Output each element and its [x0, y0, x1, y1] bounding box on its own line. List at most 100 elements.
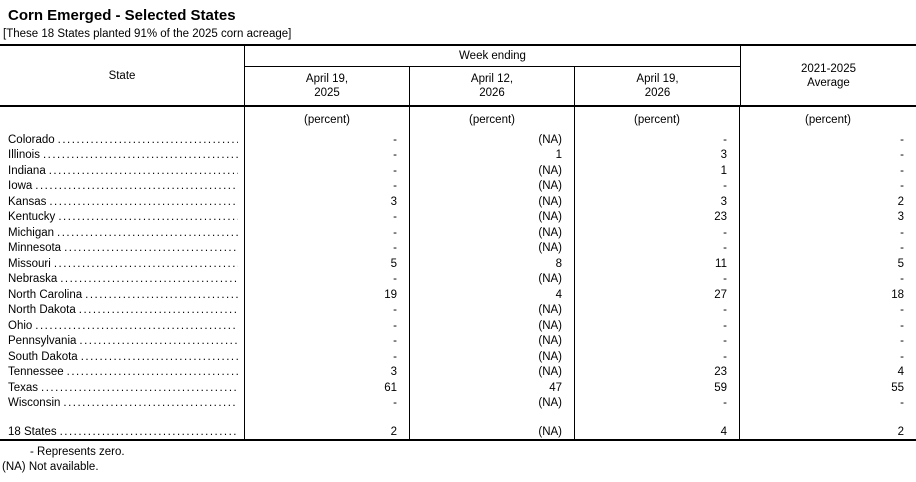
footnote-not-available: (NA) Not available. [2, 460, 99, 473]
state-name-cell: Texas [0, 380, 245, 396]
value-week-2: (NA) [410, 364, 575, 380]
value-week-1: - [245, 271, 410, 287]
table-row: Indiana - (NA) 1 - [0, 163, 916, 179]
value-week-3: - [575, 318, 740, 334]
footnote-represents-zero: - Represents zero. [30, 445, 125, 458]
state-name: Minnesota [8, 242, 62, 255]
total-week-1: 2 [245, 425, 410, 439]
value-average: 55 [891, 381, 904, 394]
value-average: 2 [897, 195, 904, 208]
dot-leader [46, 165, 238, 177]
value-week-3: 3 [575, 147, 740, 163]
value-average: 5 [897, 257, 904, 270]
state-name: North Carolina [8, 288, 83, 301]
value-week-3: 23 [575, 209, 740, 225]
value-average: - [900, 180, 904, 193]
value-average: - [900, 350, 904, 363]
value-week-1: - [245, 333, 410, 349]
value-week-2: (NA) [410, 132, 575, 148]
state-name: Ohio [8, 319, 33, 332]
unit-label: (percent) [575, 107, 740, 132]
dot-leader [64, 366, 238, 378]
dot-leader [78, 351, 238, 363]
state-name: Indiana [8, 164, 46, 177]
table-row: Iowa - (NA) - - [0, 178, 916, 194]
state-name-cell: Ohio [0, 318, 245, 334]
value-week-1: - [245, 240, 410, 256]
dot-leader [55, 211, 238, 223]
state-name: Nebraska [8, 273, 58, 286]
state-name: Tennessee [8, 366, 64, 379]
table-row: Kansas 3 (NA) 3 2 [0, 194, 916, 210]
dot-leader [76, 304, 238, 316]
state-name-cell: Wisconsin [0, 395, 245, 411]
footnotes: - Represents zero. (NA) Not available. [0, 441, 916, 475]
value-week-2: (NA) [410, 209, 575, 225]
value-week-2: (NA) [410, 225, 575, 241]
unit-cell-empty [0, 107, 245, 132]
state-name-cell: Indiana [0, 163, 245, 179]
dot-leader [38, 382, 238, 394]
spacer-cell [575, 411, 740, 425]
value-week-3: - [575, 395, 740, 411]
value-week-1: - [245, 395, 410, 411]
value-week-3: - [575, 132, 740, 148]
value-week-3: 59 [575, 380, 740, 396]
state-name-cell: Nebraska [0, 271, 245, 287]
value-week-2: (NA) [410, 302, 575, 318]
value-week-1: 61 [245, 380, 410, 396]
value-average: - [900, 319, 904, 332]
total-label-cell: 18 States [0, 425, 245, 439]
table-row: Pennsylvania - (NA) - - [0, 333, 916, 349]
value-week-2: (NA) [410, 318, 575, 334]
table-row: North Carolina 19 4 27 18 [0, 287, 916, 303]
spacer-cell [0, 411, 245, 425]
dot-leader [61, 242, 238, 254]
value-average: 4 [897, 366, 904, 379]
state-name: Iowa [8, 180, 33, 193]
unit-label: (percent) [804, 113, 852, 126]
value-week-1: - [245, 349, 410, 365]
value-week-2: (NA) [410, 163, 575, 179]
state-name: Wisconsin [8, 397, 61, 410]
total-row: 18 States 2 (NA) 4 2 [0, 425, 916, 441]
total-week-2: (NA) [410, 425, 575, 439]
value-average: - [900, 164, 904, 177]
state-name-cell: Minnesota [0, 240, 245, 256]
state-name-cell: Illinois [0, 147, 245, 163]
state-name: Kentucky [8, 211, 56, 224]
state-name-cell: Missouri [0, 256, 245, 272]
dot-leader [51, 258, 238, 270]
state-name-cell: Pennsylvania [0, 333, 245, 349]
dot-leader [55, 134, 238, 146]
dot-leader [60, 397, 238, 409]
value-week-1: - [245, 163, 410, 179]
table-row: Tennessee 3 (NA) 23 4 [0, 364, 916, 380]
value-week-3: 23 [575, 364, 740, 380]
table-row: Texas 61 47 59 55 [0, 380, 916, 396]
value-week-1: 19 [245, 287, 410, 303]
value-average: 3 [897, 211, 904, 224]
table-row: Michigan - (NA) - - [0, 225, 916, 241]
table-row: North Dakota - (NA) - - [0, 302, 916, 318]
state-name: North Dakota [8, 304, 76, 317]
value-week-1: - [245, 178, 410, 194]
state-name-cell: Iowa [0, 178, 245, 194]
dot-leader [40, 149, 238, 161]
value-average: 18 [891, 288, 904, 301]
value-week-1: 3 [245, 194, 410, 210]
dot-leader [54, 227, 238, 239]
value-week-1: - [245, 225, 410, 241]
unit-label: (percent) [245, 107, 410, 132]
state-name-cell: Kentucky [0, 209, 245, 225]
dot-leader [76, 335, 238, 347]
value-average: - [900, 149, 904, 162]
state-name-cell: Kansas [0, 194, 245, 210]
dot-leader [57, 273, 238, 285]
page-subtitle: [These 18 States planted 91% of the 2025… [3, 28, 292, 40]
value-average: - [900, 133, 904, 146]
value-week-3: - [575, 349, 740, 365]
total-average: 2 [897, 425, 904, 438]
value-week-3: - [575, 333, 740, 349]
